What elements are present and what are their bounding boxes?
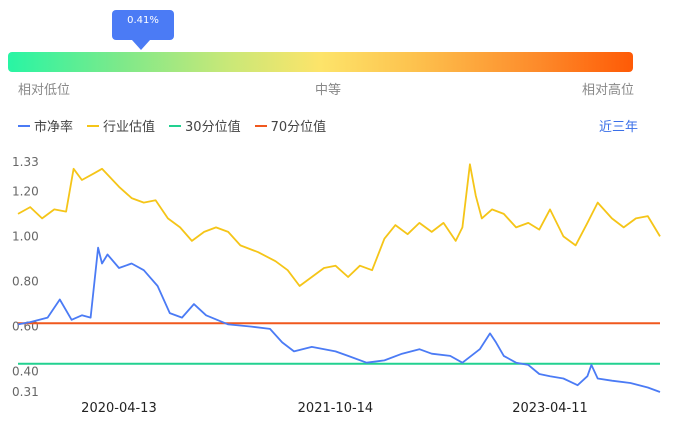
y-tick-label: 1.33 (12, 155, 39, 169)
legend-item-industry[interactable]: 行业估值 (87, 116, 155, 135)
legend-item-p30[interactable]: 30分位值 (169, 116, 241, 135)
x-tick-label: 2021-10-14 (298, 401, 374, 416)
legend-item-pb[interactable]: 市净率 (18, 116, 73, 135)
legend-swatch-p70 (254, 124, 267, 127)
y-tick-label: 0.31 (12, 385, 39, 399)
legend-item-p70[interactable]: 70分位值 (254, 116, 327, 135)
legend-swatch-p30 (169, 124, 182, 127)
gauge-marker-arrow (132, 40, 150, 50)
series-line-pb (17, 246, 661, 393)
legend-swatch-pb (18, 124, 30, 127)
legend-swatch-industry (87, 124, 100, 127)
y-tick-label: 0.80 (12, 275, 39, 289)
gauge-label-mid: 中等 (315, 83, 342, 98)
legend-label-p70: 70分位值 (270, 120, 327, 135)
gauge-label-low: 相对低位 (18, 83, 71, 98)
y-tick-label: 1.00 (12, 229, 39, 243)
x-axis-ticks: 2020-04-13 2021-10-14 2023-04-11 (81, 401, 588, 416)
x-tick-label: 2020-04-13 (81, 401, 157, 416)
gauge-label-high: 相对高位 (582, 83, 635, 98)
legend-label-pb: 市净率 (34, 120, 74, 135)
y-axis-ticks: 1.331.201.000.800.600.400.31 (12, 155, 39, 399)
chart-legend: 市净率 行业估值 30分位值 70分位值 (18, 116, 326, 135)
gauge-marker-tooltip: 0.41% (112, 10, 174, 40)
legend-label-industry: 行业估值 (103, 120, 156, 135)
pb-history-chart: 1.331.201.000.800.600.400.31 2020-04-13 2… (12, 155, 661, 416)
y-tick-label: 1.20 (12, 184, 39, 198)
gauge-marker-value: 0.41% (127, 15, 159, 26)
series-line-industry (17, 163, 661, 287)
period-selector[interactable]: 近三年 (599, 120, 639, 135)
valuation-gauge-bar (8, 52, 633, 72)
x-tick-label: 2023-04-11 (512, 401, 588, 416)
chart-series (17, 163, 661, 393)
y-tick-label: 0.40 (12, 365, 39, 379)
legend-label-p30: 30分位值 (185, 120, 241, 135)
